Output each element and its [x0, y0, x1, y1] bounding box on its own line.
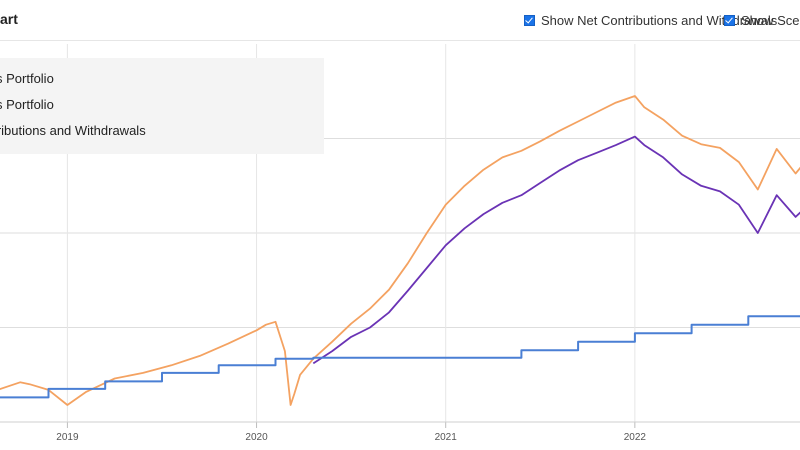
show-scenario-label: Show Scenario — [741, 12, 800, 28]
legend-item-contributions[interactable]: ntributions and Withdrawals — [0, 123, 146, 138]
chart-legend: s Portfolio s Portfolio ntributions and … — [0, 58, 324, 154]
x-tick-label: 2019 — [56, 432, 79, 443]
series-line-portfolio-orange — [0, 95, 800, 406]
x-tick-label: 2021 — [435, 432, 458, 443]
x-tick-label: 2020 — [245, 432, 268, 443]
legend-item-portfolio-purple[interactable]: s Portfolio — [0, 97, 54, 112]
series-line-portfolio-purple — [312, 135, 800, 365]
show-contributions-label: Show Net Contributions and Withdrawals — [541, 12, 778, 28]
x-axis: 2019 2020 2021 2022 — [0, 421, 800, 443]
chart-header: art Show Net Contributions and Withdrawa… — [0, 0, 800, 41]
checkbox-checked-icon[interactable] — [724, 14, 735, 26]
checkbox-checked-icon[interactable] — [524, 14, 535, 26]
show-scenario-toggle[interactable]: Show Scenario — [724, 12, 800, 28]
legend-item-portfolio-orange[interactable]: s Portfolio — [0, 71, 54, 86]
show-contributions-toggle[interactable]: Show Net Contributions and Withdrawals — [524, 12, 777, 28]
series-layer — [0, 95, 800, 406]
chart-title: art — [0, 11, 18, 27]
x-tick-label: 2022 — [624, 432, 647, 443]
series-line-contributions — [0, 315, 800, 399]
